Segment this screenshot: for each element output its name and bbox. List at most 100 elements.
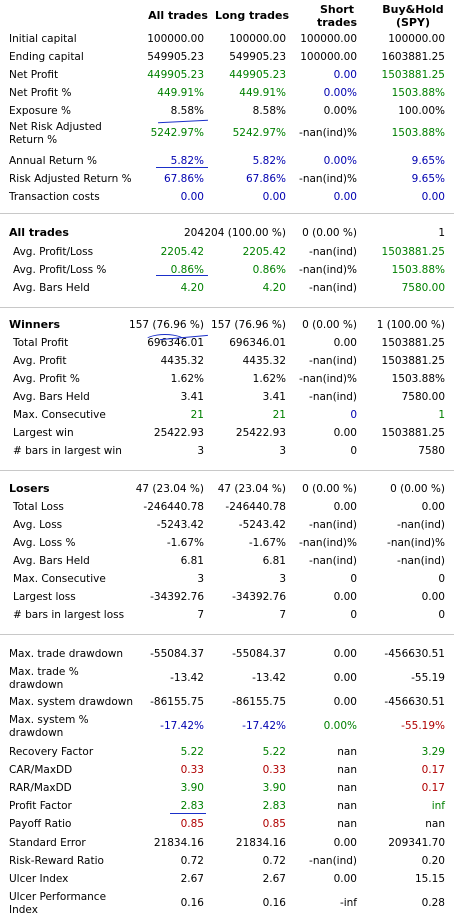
section-separator [0,634,454,635]
metric-row: Max. trade drawdown -55084.37 -55084.37 0.0… [0,645,454,663]
metric-label: Net Profit % [9,87,72,99]
value-buy-hold: 1603881.25 [381,51,445,63]
value-buy-hold: 1503881.25 [381,337,445,349]
value-long-trades: 157 (76.96 %) [211,319,286,331]
metric-label: Max. Consecutive [13,409,106,421]
metric-row: Total Loss -246440.78 -246440.78 0.00 0.00 [0,498,454,516]
metric-label: RAR/MaxDD [9,782,72,794]
header-long-trades: Long trades [214,9,290,22]
metric-row: Ulcer Performance Index 0.16 0.16 -inf 0.28 [0,890,454,918]
value-short-trades: -nan(ind)% [299,537,357,549]
value-long-trades: 8.58% [252,105,286,117]
value-short-trades: 0.00 [333,191,357,203]
value-long-trades: 4435.32 [242,355,286,367]
value-short-trades: 0.00 [333,672,357,684]
value-short-trades: -nan(ind)% [299,127,357,139]
metric-label: Exposure % [9,105,71,117]
value-short-trades: 0.00 [333,337,357,349]
metric-label: Max. Consecutive [13,573,106,585]
value-short-trades: -nan(ind) [309,855,357,867]
value-buy-hold: 1503881.25 [381,427,445,439]
value-long-trades: 0.16 [262,897,286,909]
value-short-trades: nan [337,746,357,758]
metric-label: Risk Adjusted Return % [9,173,132,185]
value-short-trades: 0 [350,409,357,421]
value-long-trades: 5.82% [252,155,286,167]
value-short-trades: 0.00 [333,837,357,849]
metric-label: Recovery Factor [9,746,94,758]
value-all-trades: -34392.76 [150,591,204,603]
value-all-trades: 0.16 [180,897,204,909]
value-all-trades: 0.00 [180,191,204,203]
value-long-trades: 449.91% [239,87,286,99]
metric-label: Avg. Loss % [13,537,76,549]
section-separator [0,307,454,308]
metric-label: Initial capital [9,33,77,45]
value-long-trades: 3 [279,573,286,585]
value-short-trades: 0.00 [333,501,357,513]
metric-row: Ending capital 549905.23 549905.23 100000.0… [0,48,454,66]
metric-row: Winners 157 (76.96 %) 157 (76.96 %) 0 (0.00… [0,316,454,334]
value-buy-hold: 7580.00 [401,282,445,294]
metric-label: Payoff Ratio [9,818,72,830]
value-short-trades: 0 (0.00 %) [302,483,357,495]
metric-label: # bars in largest loss [13,609,125,621]
value-long-trades: -86155.75 [232,696,286,708]
value-buy-hold: 1 (100.00 %) [376,319,445,331]
value-all-trades: 3 [197,445,204,457]
value-buy-hold: 0 [438,573,445,585]
value-all-trades: -86155.75 [150,696,204,708]
value-long-trades: -17.42% [242,720,286,732]
header-short-line1: Short [320,3,354,16]
value-buy-hold: 1503881.25 [381,355,445,367]
value-long-trades: 0.85 [262,818,286,830]
value-short-trades: 0 [350,445,357,457]
value-all-trades: 0.33 [180,764,204,776]
value-long-trades: 21 [272,409,286,421]
metric-label: Annual Return % [9,155,97,167]
value-buy-hold: 1 [438,409,445,421]
metric-label: Max. system % drawdown [9,714,89,739]
value-buy-hold: 1503.88% [391,373,445,385]
value-short-trades: nan [337,764,357,776]
metric-label: Risk-Reward Ratio [9,855,104,867]
value-short-trades: 0.00 [333,69,357,81]
metric-row: Recovery Factor 5.22 5.22 nan 3.29 [0,743,454,761]
value-all-trades: 3 [197,573,204,585]
metric-label: Avg. Loss [13,519,63,531]
value-short-trades: -nan(ind) [309,519,357,531]
value-buy-hold: 0 (0.00 %) [390,483,445,495]
metric-row: Max. system drawdown -86155.75 -86155.75 0.… [0,693,454,711]
value-buy-hold: 0.00 [421,501,445,513]
value-long-trades: 25422.93 [235,427,286,439]
value-all-trades: 0.86% [170,264,204,276]
value-short-trades: 0 (0.00 %) [302,319,357,331]
value-long-trades: 3 [279,445,286,457]
metric-label: Ulcer Index [9,873,69,885]
metric-row: Avg. Profit 4435.32 4435.32 -nan(ind) 150388… [0,352,454,370]
metric-row: Largest win 25422.93 25422.93 0.00 1503881.2… [0,424,454,442]
value-long-trades: 1.62% [252,373,286,385]
value-short-trades: -nan(ind)% [299,173,357,185]
value-all-trades: 5242.97% [150,127,204,139]
metric-label: Net Risk Adjusted Return % [9,121,102,146]
metric-row: Largest loss -34392.76 -34392.76 0.00 0.00 [0,588,454,606]
metric-row: Transaction costs 0.00 0.00 0.00 0.00 [0,188,454,206]
value-buy-hold: -55.19% [401,720,445,732]
metric-label: Total Profit [13,337,69,349]
value-short-trades: -nan(ind) [309,282,357,294]
metric-row: Risk Adjusted Return % 67.86% 67.86% -nan(i… [0,170,454,188]
value-all-trades: 5.22 [180,746,204,758]
metric-label: Avg. Bars Held [13,282,90,294]
value-short-trades: -inf [339,897,357,909]
value-all-trades: 2.67 [180,873,204,885]
value-buy-hold: 7580.00 [401,391,445,403]
value-all-trades: 47 (23.04 %) [135,483,204,495]
value-long-trades: -34392.76 [232,591,286,603]
annotation-underline-annual-return [156,167,208,168]
metric-label: CAR/MaxDD [9,764,73,776]
annotation-underline-profit-factor [170,813,206,814]
metric-label: Avg. Profit [13,355,67,367]
metric-row: # bars in largest win 3 3 0 7580 [0,442,454,460]
section-separator [0,470,454,471]
